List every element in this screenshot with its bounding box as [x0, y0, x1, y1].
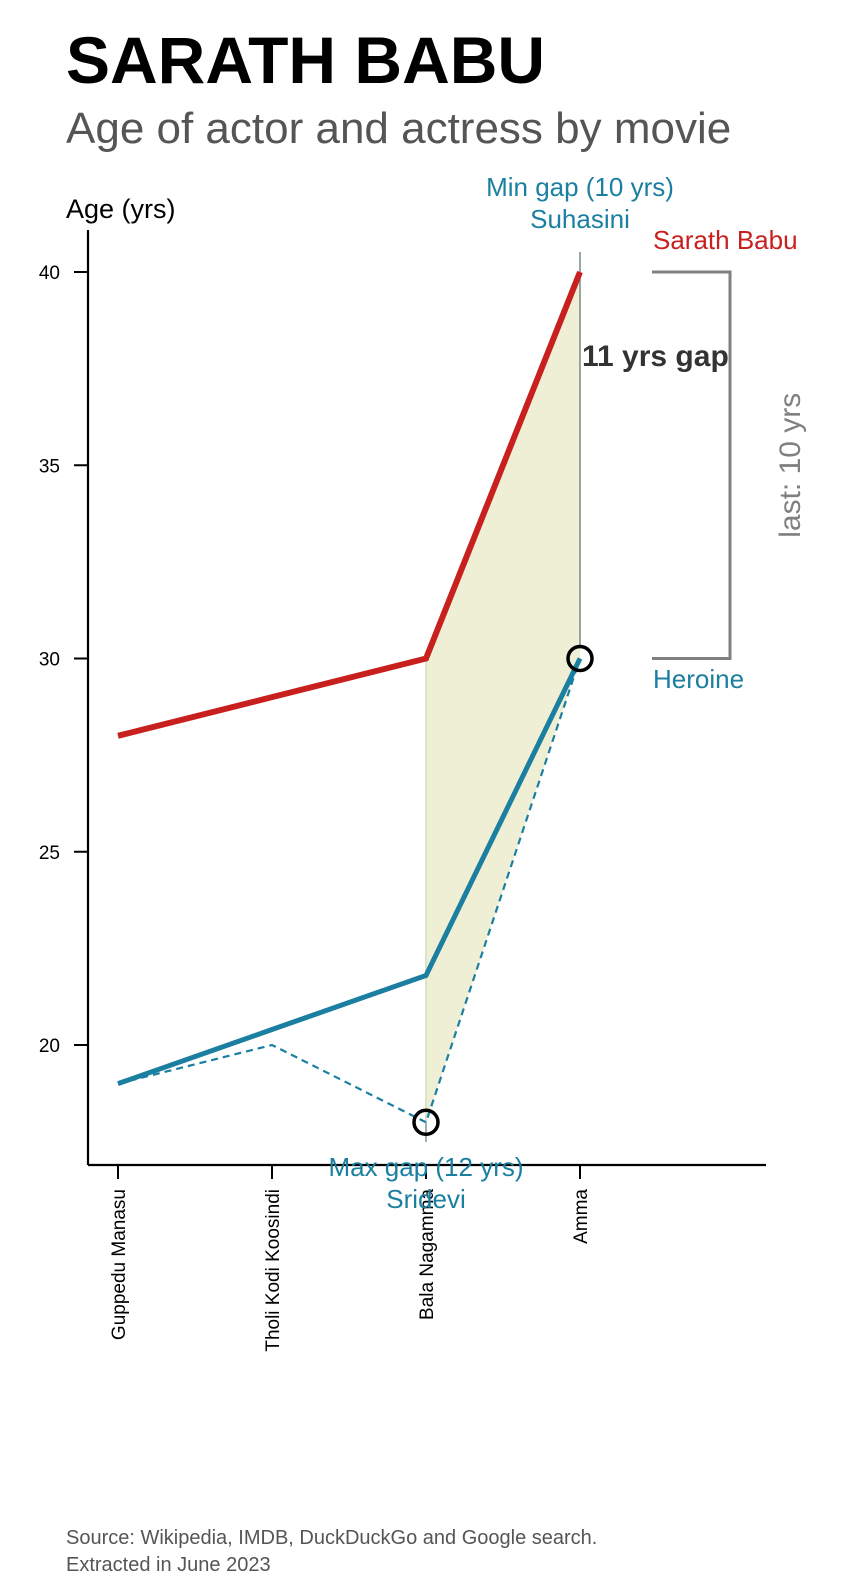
gap-markers — [425, 252, 581, 1142]
min-gap-label: Min gap (10 yrs) — [486, 172, 674, 202]
source-line-1: Source: Wikipedia, IMDB, DuckDuckGo and … — [66, 1527, 598, 1549]
series-heroine — [117, 657, 583, 1087]
x-tick-label-1: Guppedu Manasu — [109, 1189, 130, 1340]
max-gap-name: Sridevi — [386, 1184, 465, 1214]
y-tick-label-30: 30 — [39, 650, 60, 671]
legend-heroine: Heroine — [653, 664, 744, 694]
chart-subtitle: Age of actor and actress by movie — [66, 104, 732, 153]
gap-area — [426, 272, 580, 1123]
legend-sarath-babu: Sarath Babu — [653, 225, 798, 255]
y-axis-label: Age (yrs) — [66, 194, 176, 224]
source-note: Source: Wikipedia, IMDB, DuckDuckGo and … — [66, 1525, 597, 1579]
series-heroine-actual — [117, 658, 582, 1124]
series-sarath-babu — [117, 270, 583, 739]
annotations: Min gap (10 yrs)Suhasini Max gap (12 yrs)… — [328, 172, 807, 1214]
x-tick-label-3: Bala Nagamma — [417, 1189, 438, 1320]
source-line-2: Extracted in June 2023 — [66, 1554, 271, 1576]
gap-shading — [426, 272, 580, 1123]
series-lines — [117, 270, 583, 1124]
avg-gap-label: 11 yrs gap — [582, 340, 729, 373]
max-gap-label: Max gap (12 yrs) — [328, 1152, 523, 1182]
min-gap-name: Suhasini — [530, 204, 630, 234]
y-tick-label-20: 20 — [39, 1036, 60, 1057]
x-tick-label-2: Tholi Kodi Koosindi — [263, 1189, 284, 1352]
gap-marker-circle-2 — [566, 644, 594, 673]
gap-marker-circle-1 — [412, 1108, 440, 1137]
age-gap-chart: 20 25 30 35 40 Guppedu Manasu Tholi Kodi Koosi… — [39, 172, 807, 1352]
last-gap-bracket — [652, 270, 732, 660]
chart-title: SARATH BABU — [66, 23, 546, 97]
y-tick-label-40: 40 — [39, 263, 60, 284]
y-tick-label-35: 35 — [39, 456, 60, 477]
x-tick-label-4: Amma — [571, 1189, 592, 1244]
last-gap-label: last: 10 yrs — [774, 393, 807, 538]
y-tick-label-25: 25 — [39, 843, 60, 864]
axes: 20 25 30 35 40 Guppedu Manasu Tholi Kodi Koosi… — [39, 194, 766, 1352]
